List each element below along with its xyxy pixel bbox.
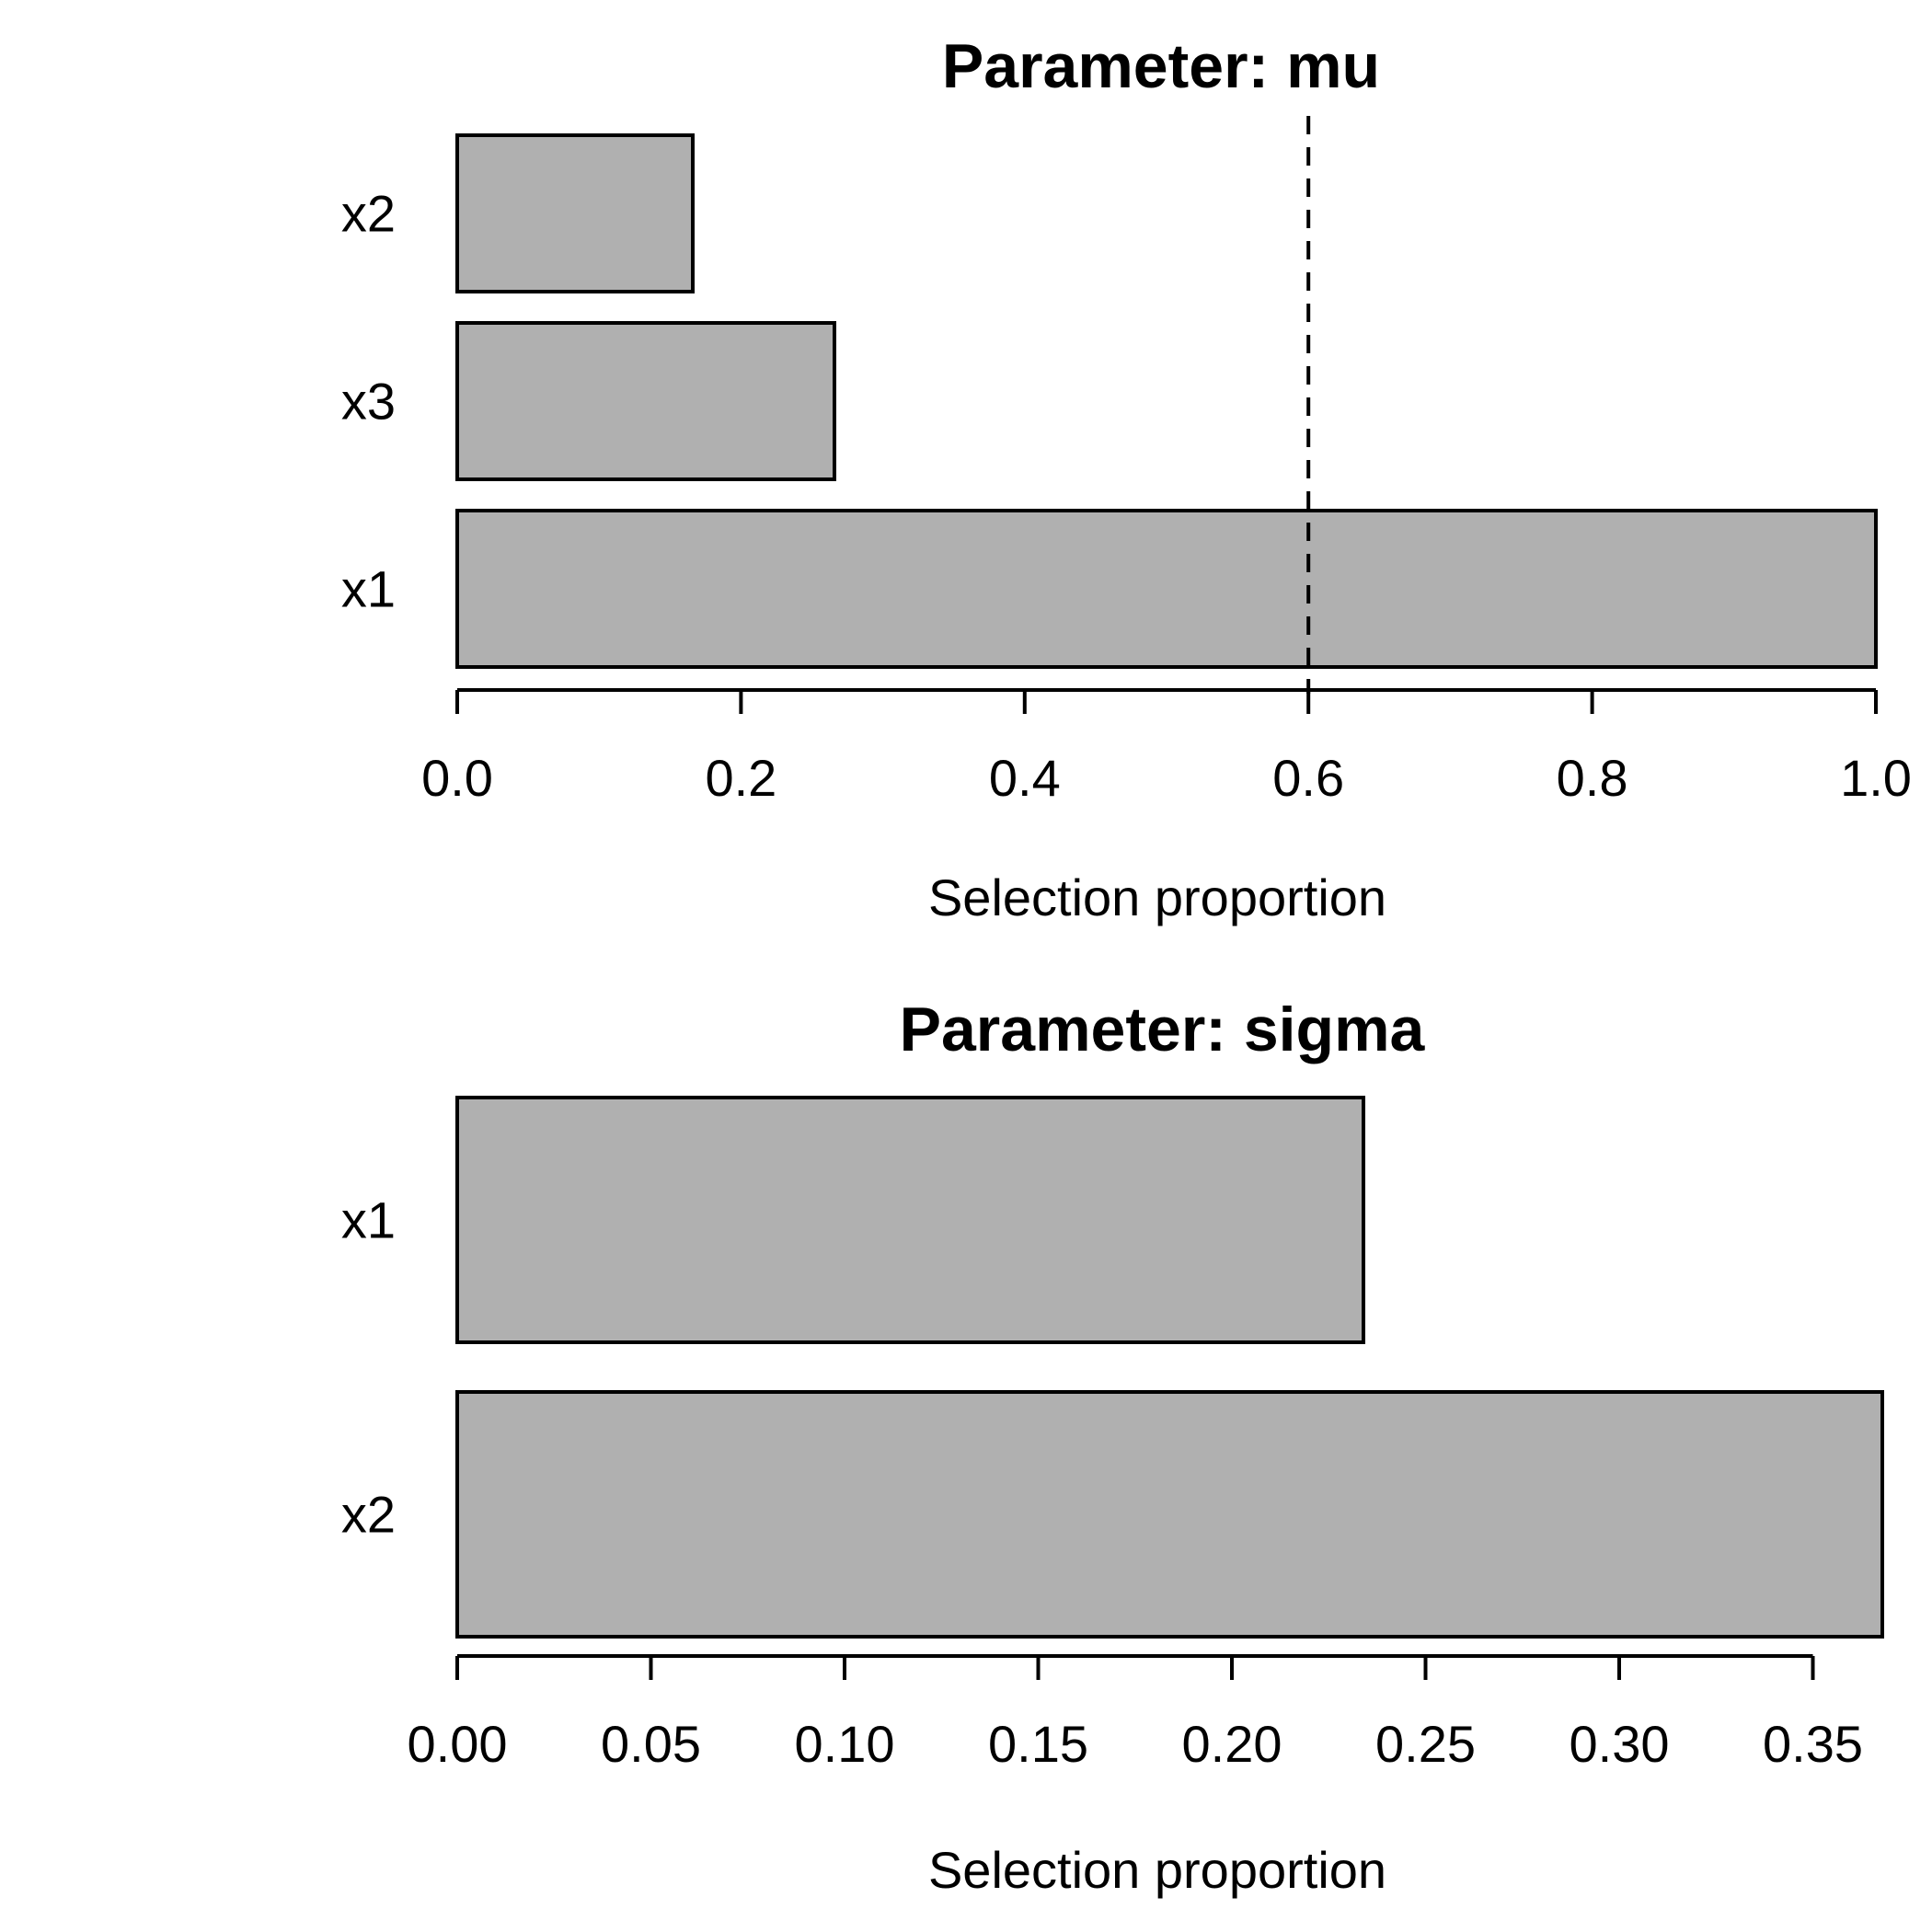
x-axis-title-mu: Selection proportion xyxy=(928,868,1386,926)
x-axis-tick-label: 0.25 xyxy=(1375,1715,1476,1773)
bar-x1 xyxy=(455,1096,1365,1344)
bar-x1 xyxy=(455,509,1878,669)
bar-x2 xyxy=(455,133,695,293)
chart-sigma-plot: x1 x2 0.00 0.05 0.10 0.15 0.20 0.25 0.30 0.35 xyxy=(341,1096,1884,1773)
x-axis-tick-label: 0.8 xyxy=(1557,749,1628,807)
bar-label-x2: x2 xyxy=(341,185,396,243)
chart-sigma: Parameter: sigma x1 x2 0.00 0.05 0.10 0.15 0.2… xyxy=(341,995,1884,1899)
x-axis-tick-label: 0.05 xyxy=(601,1715,701,1773)
bar-label-x2: x2 xyxy=(341,1486,396,1544)
chart-title-mu: Parameter: mu xyxy=(942,31,1380,101)
x-axis-title-sigma: Selection proportion xyxy=(928,1841,1386,1899)
chart-title-sigma: Parameter: sigma xyxy=(900,995,1426,1064)
x-axis-tick-label: 0.20 xyxy=(1182,1715,1282,1773)
bar-label-x3: x3 xyxy=(341,373,396,431)
x-axis-tick-label: 0.6 xyxy=(1272,749,1344,807)
chart-mu: Parameter: mu x2 x3 x1 0.0 0.2 0.4 0.6 0.8 1.0 S… xyxy=(341,31,1912,926)
bar-label-x1: x1 xyxy=(341,1191,396,1249)
x-axis-tick-label: 0.4 xyxy=(989,749,1061,807)
x-axis-tick-label: 0.30 xyxy=(1570,1715,1670,1773)
x-axis-tick-label: 0.35 xyxy=(1763,1715,1863,1773)
bar-label-x1: x1 xyxy=(341,560,396,618)
x-axis-tick-label: 0.00 xyxy=(408,1715,508,1773)
bar-x2 xyxy=(455,1390,1884,1639)
bar-x3 xyxy=(455,321,836,481)
x-axis-tick-label: 0.2 xyxy=(705,749,776,807)
x-axis-tick-label: 0.15 xyxy=(988,1715,1088,1773)
x-axis-tick-label: 0.0 xyxy=(421,749,493,807)
chart-mu-plot: x2 x3 x1 0.0 0.2 0.4 0.6 0.8 1.0 xyxy=(341,116,1912,807)
x-axis-tick-label: 1.0 xyxy=(1840,749,1912,807)
x-axis-tick-label: 0.10 xyxy=(795,1715,895,1773)
